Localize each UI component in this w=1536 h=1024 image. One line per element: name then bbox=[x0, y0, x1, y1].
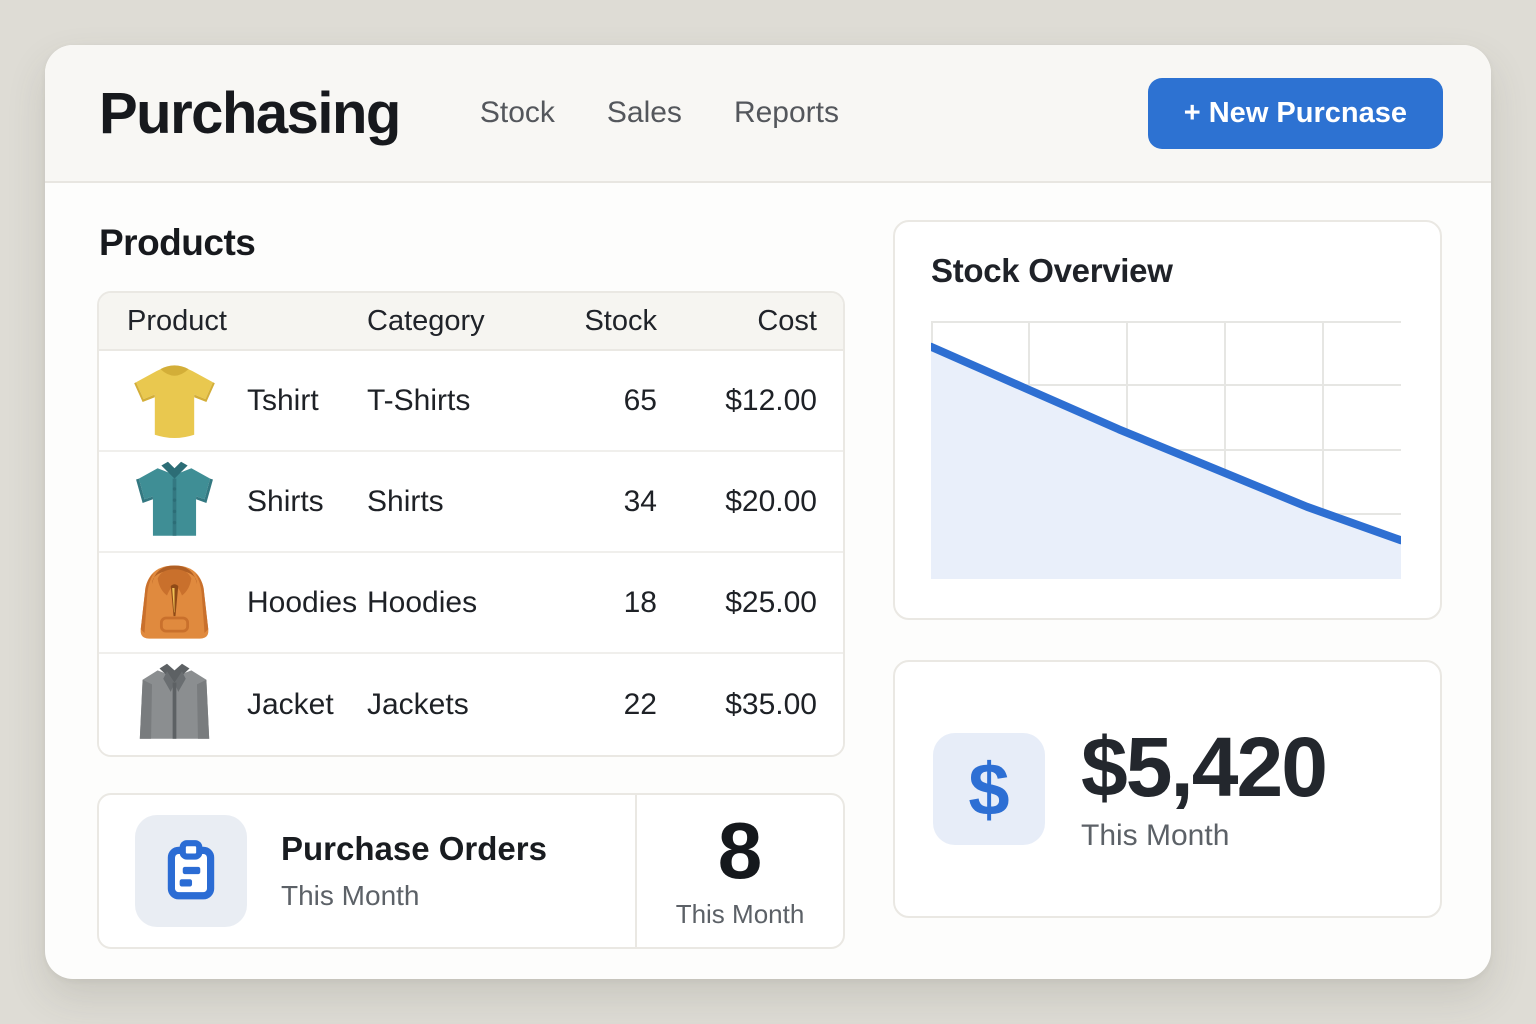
nav-item-reports[interactable]: Reports bbox=[733, 96, 839, 129]
monthly-spend-card: $ $5,420 This Month bbox=[893, 660, 1442, 918]
line-chart bbox=[927, 321, 1405, 579]
product-category: Shirts bbox=[367, 484, 444, 518]
table-row-jacket: Jacket Jackets 22 $35.00 bbox=[99, 654, 843, 755]
product-cost: $20.00 bbox=[725, 484, 817, 518]
card-divider bbox=[635, 795, 637, 947]
product-category: Jackets bbox=[367, 687, 469, 721]
jacket-icon bbox=[139, 663, 210, 739]
spend-amount: $5,420 bbox=[1081, 720, 1328, 814]
product-stock: 18 bbox=[623, 585, 657, 619]
spend-text: $5,420 This Month bbox=[1081, 720, 1328, 853]
nav-item-sales[interactable]: Sales bbox=[606, 96, 682, 129]
purchase-orders-summary: Purchase Orders This Month bbox=[99, 795, 635, 947]
clipboard-icon bbox=[167, 840, 215, 900]
product-name: Shirts bbox=[247, 484, 324, 518]
product-cost: $25.00 bbox=[725, 585, 817, 619]
product-category: Hoodies bbox=[367, 585, 478, 619]
product-name: Jacket bbox=[247, 687, 334, 721]
chart-area-fill bbox=[931, 346, 1401, 579]
dollar-icon: $ bbox=[968, 747, 1010, 831]
products-table: Product Category Stock Cost Tshirt T-Shi… bbox=[97, 291, 845, 757]
purchase-orders-count-section: 8 This Month bbox=[637, 795, 843, 947]
left-column: Products Product Category Stock Cost bbox=[97, 220, 845, 949]
spend-label: This Month bbox=[1081, 819, 1230, 852]
stock-overview-chart bbox=[927, 321, 1440, 584]
product-stock: 34 bbox=[623, 484, 657, 518]
purchase-orders-text: Purchase Orders This Month bbox=[281, 830, 547, 912]
product-name: Hoodies bbox=[247, 585, 358, 619]
purchase-orders-card: Purchase Orders This Month 8 This Month bbox=[97, 793, 845, 949]
product-cost: $35.00 bbox=[725, 687, 817, 721]
products-table-header: Product Category Stock Cost bbox=[99, 293, 843, 351]
product-name: Tshirt bbox=[247, 383, 319, 417]
chart-trend-line bbox=[927, 342, 1405, 545]
purchase-orders-count-label: This Month bbox=[675, 898, 805, 929]
products-heading: Products bbox=[99, 222, 256, 263]
stock-overview-title: Stock Overview bbox=[931, 252, 1173, 289]
new-purchase-button[interactable]: + New Purcnase bbox=[1147, 77, 1443, 149]
dollar-icon-tile: $ bbox=[933, 733, 1045, 845]
shirt-icon bbox=[136, 461, 213, 536]
product-category: T-Shirts bbox=[367, 383, 471, 417]
right-column: Stock Overview bbox=[893, 220, 1442, 949]
product-stock: 65 bbox=[623, 383, 657, 417]
nav-item-stock[interactable]: Stock bbox=[479, 96, 555, 129]
table-row-tshirt: Tshirt T-Shirts 65 $12.00 bbox=[99, 351, 843, 452]
table-row-hoodies: Hoodies Hoodies 18 $25.00 bbox=[99, 553, 843, 654]
product-cost: $12.00 bbox=[725, 383, 817, 417]
content-area: Products Product Category Stock Cost bbox=[45, 183, 1491, 949]
purchase-orders-title: Purchase Orders bbox=[281, 830, 547, 867]
table-row-shirts: Shirts Shirts 34 $20.00 bbox=[99, 452, 843, 553]
stock-overview-card: Stock Overview bbox=[893, 220, 1442, 620]
col-header-cost: Cost bbox=[757, 304, 817, 337]
hoodie-icon bbox=[140, 565, 209, 639]
product-stock: 22 bbox=[623, 687, 657, 721]
purchase-orders-subtitle: This Month bbox=[281, 880, 420, 911]
col-header-category: Category bbox=[367, 304, 485, 337]
app-header: Purchasing Stock Sales Reports + New Pur… bbox=[45, 45, 1491, 183]
main-nav: Stock Sales Reports bbox=[480, 96, 839, 130]
app-title: Purchasing bbox=[99, 80, 401, 146]
purchase-orders-count: 8 bbox=[717, 805, 763, 895]
clipboard-icon-tile bbox=[135, 815, 247, 927]
purchasing-app-window: Purchasing Stock Sales Reports + New Pur… bbox=[45, 45, 1491, 979]
col-header-product: Product bbox=[127, 304, 227, 337]
col-header-stock: Stock bbox=[584, 304, 657, 337]
tshirt-icon bbox=[134, 364, 215, 438]
